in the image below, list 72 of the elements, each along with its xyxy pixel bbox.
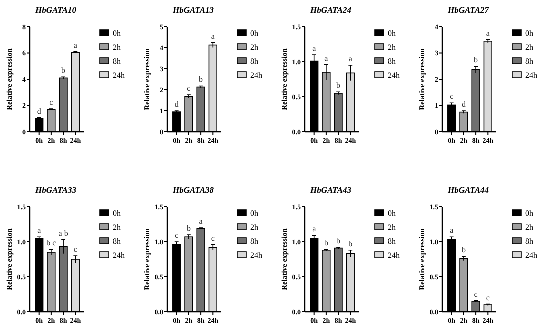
annotation: a: [486, 28, 490, 38]
annotation: c: [474, 290, 478, 299]
legend-label: 8h: [526, 236, 534, 246]
annotation: c: [486, 293, 490, 302]
annotation: b: [462, 246, 466, 255]
legend-label: 8h: [250, 236, 258, 246]
chart-title: HbGATA38: [172, 185, 215, 195]
legend-label: 8h: [113, 56, 121, 66]
chart-title: HbGATA43: [309, 185, 352, 195]
chart-title: HbGATA13: [172, 5, 215, 15]
legend-label: 2h: [526, 42, 534, 52]
annotation: c: [175, 231, 180, 240]
legend-label: 2h: [113, 222, 121, 232]
annotation: a: [324, 54, 329, 63]
annotation: b: [348, 239, 353, 248]
annotation: a: [199, 217, 204, 226]
legend-label: 2h: [250, 42, 258, 52]
annotation: a: [74, 40, 78, 50]
annotation: b: [62, 66, 66, 76]
legend-label: 24h: [526, 250, 538, 260]
chart-title: HbGATA33: [34, 185, 78, 195]
legend-label: 0h: [388, 28, 396, 38]
legend-label: 0h: [526, 208, 534, 218]
annotation: a: [312, 224, 317, 234]
annotation: b: [199, 75, 204, 84]
legend-label: 24h: [526, 70, 538, 80]
chart-title: HbGATA27: [446, 5, 490, 15]
annotation: b: [336, 81, 341, 90]
annotation: c: [74, 245, 78, 254]
legend-label: 8h: [388, 56, 396, 66]
annotation: a: [450, 226, 454, 236]
legend-label: 0h: [388, 208, 396, 218]
annotation: c: [187, 84, 192, 94]
annotation: b: [186, 224, 191, 233]
legend-label: 24h: [113, 70, 125, 80]
legend-label: 0h: [113, 208, 121, 218]
annotation: c: [450, 92, 454, 102]
legend-label: 24h: [388, 70, 400, 80]
chart-title: HbGATA10: [34, 5, 78, 15]
legend-label: 24h: [250, 250, 262, 260]
annotation: b: [324, 238, 328, 248]
legend-label: 24h: [250, 70, 262, 80]
legend-label: 2h: [113, 42, 121, 52]
annotation: c: [50, 98, 54, 108]
legend-label: 2h: [388, 222, 396, 232]
annotation: d: [462, 100, 466, 109]
annotation: b: [336, 236, 341, 246]
annotation: a b: [58, 228, 68, 238]
legend-label: 24h: [113, 250, 125, 260]
chart-title: HbGATA24: [309, 5, 352, 15]
legend-label: 2h: [250, 222, 258, 232]
annotation: c: [211, 234, 216, 243]
annotation: a: [312, 44, 317, 53]
annotation: a: [211, 32, 216, 41]
legend-label: 0h: [526, 28, 534, 38]
annotation: a: [348, 54, 353, 64]
legend-label: 8h: [526, 56, 534, 66]
annotation: b: [474, 56, 478, 65]
annotation: a: [38, 226, 42, 236]
legend-label: 24h: [388, 250, 400, 260]
legend-label: 8h: [388, 236, 396, 246]
legend-label: 2h: [526, 222, 534, 232]
annotation: d: [37, 106, 42, 116]
legend-label: 8h: [250, 56, 258, 66]
legend-label: 8h: [113, 236, 121, 246]
legend-label: 0h: [250, 28, 258, 38]
annotation: b c: [46, 238, 57, 248]
legend-label: 0h: [113, 28, 121, 38]
annotation: d: [174, 100, 179, 109]
legend-label: 2h: [388, 42, 396, 52]
chart-title: HbGATA44: [446, 185, 490, 195]
legend-label: 0h: [250, 208, 258, 218]
